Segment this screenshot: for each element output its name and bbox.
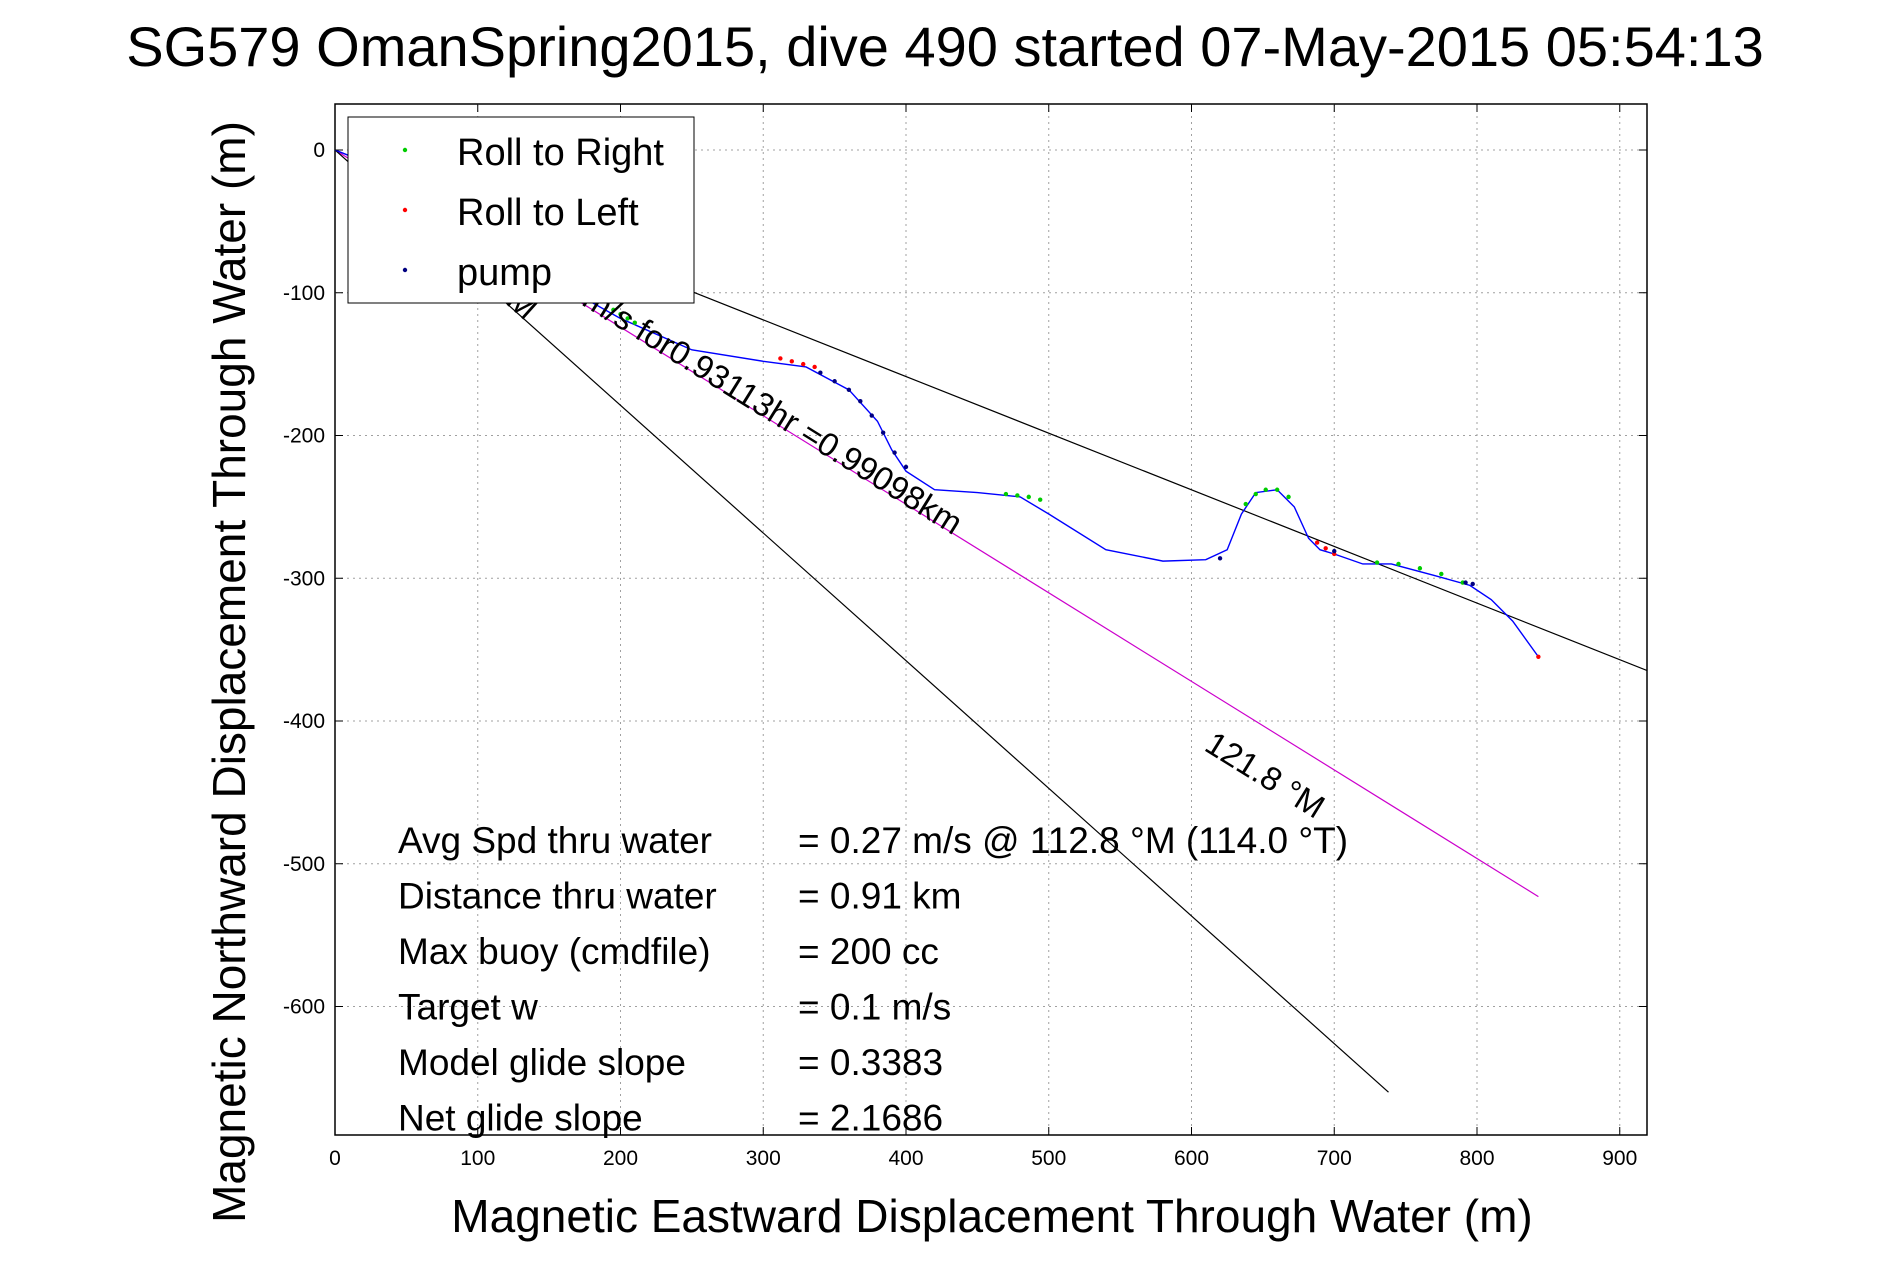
x-tick-label: 200 [603,1147,638,1170]
roll-to-right-marker [1417,566,1423,571]
x-tick-label: 500 [1031,1147,1066,1170]
x-tick-label: 600 [1174,1147,1209,1170]
x-tick-label: 900 [1602,1147,1637,1170]
roll-to-right-marker [625,316,630,321]
legend-label: Roll to Right [457,132,664,174]
roll-to-right-marker [1263,487,1268,492]
stat-label: Target w [398,987,538,1028]
legend-marker [402,267,408,273]
roll-to-right-marker [1439,571,1444,577]
roll-to-left-marker [1536,654,1541,659]
roll-to-right-marker [1037,497,1043,502]
stat-label: Distance thru water [398,876,717,917]
pump-marker [869,413,874,418]
chart-title: SG579 OmanSpring2015, dive 490 started 0… [126,15,1764,78]
roll-to-right-marker [1243,501,1248,507]
pump-marker [858,399,863,404]
y-tick-label: -600 [283,996,325,1019]
roll-to-right-marker [1286,494,1291,500]
event-markers [611,307,1541,659]
pump-marker [818,370,823,375]
x-tick-label: 800 [1459,1147,1494,1170]
x-tick-label: 300 [746,1147,781,1170]
black-lower-line [335,149,1389,1093]
stat-label: Avg Spd thru water [398,820,712,861]
pump-marker [1463,580,1468,585]
axis-ticks: 0 100 200 300 400 500 600 700 800 900 0 -100 -200 -30… [283,104,1647,1170]
y-tick-label: -500 [283,853,325,876]
stat-value: = 0.91 km [798,876,962,917]
x-tick-label: 100 [460,1147,495,1170]
pump-marker [1470,581,1475,587]
pump-marker [846,387,852,393]
y-tick-label: -100 [283,282,325,305]
pump-marker [903,464,909,470]
roll-to-left-marker [789,359,794,364]
roll-to-right-marker [618,311,623,317]
roll-to-right-marker [1374,560,1380,565]
roll-to-left-marker [778,356,783,361]
stat-value: = 2.1686 [798,1098,943,1139]
y-tick-label: -200 [283,425,325,448]
dive-statistics: Avg Spd thru water = 0.27 m/s @ 112.8 °M … [398,820,1348,1139]
roll-to-left-marker [801,361,806,367]
legend-label: pump [457,252,552,294]
y-axis-label: Magnetic Northward Displacement Through … [203,121,255,1223]
roll-to-left-marker [1314,540,1320,545]
x-tick-label: 400 [888,1147,923,1170]
stat-value: = 0.3383 [798,1042,943,1083]
legend-marker [402,207,408,213]
grid [335,104,1647,1135]
roll-to-right-marker [1253,491,1258,497]
pump-marker [880,430,886,435]
roll-to-right-marker [611,307,616,313]
roll-to-right-marker [1015,493,1020,498]
legend-marker [402,147,408,153]
roll-to-right-marker [1396,561,1401,567]
pump-marker [832,379,837,384]
y-tick-label: -300 [283,567,325,590]
x-axis-label: Magnetic Eastward Displacement Through W… [451,1190,1532,1242]
x-tick-label: 700 [1317,1147,1352,1170]
roll-to-right-marker [1003,491,1009,497]
roll-to-left-marker [1323,546,1328,551]
legend: Roll to Right Roll to Left pump [347,116,695,304]
stat-label: Model glide slope [398,1042,686,1083]
stat-value: = 0.1 m/s [798,987,951,1028]
stat-label: Max buoy (cmdfile) [398,931,711,972]
roll-to-right-marker [1274,487,1280,492]
stat-label: Net glide slope [398,1098,643,1139]
y-tick-label: 0 [313,139,325,162]
glider-track-line [334,149,1539,658]
pump-marker [1217,556,1223,561]
legend-label: Roll to Left [457,192,639,234]
pump-marker [1332,548,1337,554]
track [334,149,1539,658]
roll-to-left-marker [812,364,817,370]
x-tick-label: 0 [329,1147,341,1170]
pump-marker [892,450,897,455]
roll-to-right-marker [1026,494,1031,500]
y-tick-label: -400 [283,710,325,733]
stat-value: = 200 cc [798,931,939,972]
stat-value: = 0.27 m/s @ 112.8 °M (114.0 °T) [798,820,1348,861]
roll-to-right-marker [632,320,637,325]
